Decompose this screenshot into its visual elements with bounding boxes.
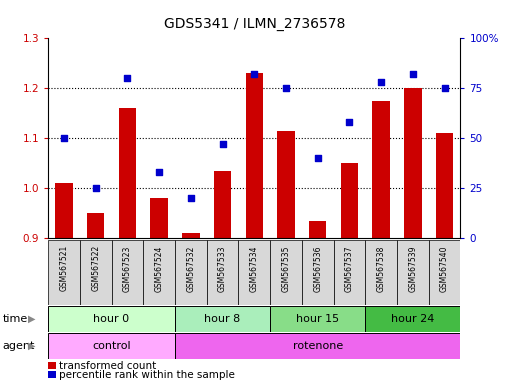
Text: time: time bbox=[3, 314, 28, 324]
Point bbox=[281, 85, 289, 91]
Bar bbox=[150, 198, 168, 238]
Text: GSM567535: GSM567535 bbox=[281, 245, 290, 292]
Text: GSM567533: GSM567533 bbox=[218, 245, 227, 292]
Text: GSM567538: GSM567538 bbox=[376, 245, 385, 291]
Text: GSM567537: GSM567537 bbox=[344, 245, 353, 292]
Bar bbox=[48, 306, 175, 332]
Bar bbox=[365, 306, 460, 332]
Text: control: control bbox=[92, 341, 131, 351]
Text: GSM567522: GSM567522 bbox=[91, 245, 100, 291]
Point bbox=[186, 195, 194, 201]
Bar bbox=[372, 101, 389, 238]
Bar bbox=[55, 183, 73, 238]
Text: hour 0: hour 0 bbox=[93, 314, 129, 324]
Bar bbox=[333, 240, 365, 305]
Text: GSM567521: GSM567521 bbox=[59, 245, 68, 291]
Text: agent: agent bbox=[3, 341, 35, 351]
Text: GDS5341 / ILMN_2736578: GDS5341 / ILMN_2736578 bbox=[163, 17, 344, 31]
Bar bbox=[175, 306, 270, 332]
Point bbox=[313, 155, 321, 161]
Text: rotenone: rotenone bbox=[292, 341, 342, 351]
Bar bbox=[365, 240, 396, 305]
Bar bbox=[175, 333, 460, 359]
Bar bbox=[396, 240, 428, 305]
Point bbox=[155, 169, 163, 175]
Text: ▶: ▶ bbox=[28, 314, 35, 324]
Bar bbox=[270, 306, 365, 332]
Text: GSM567539: GSM567539 bbox=[408, 245, 417, 292]
Bar bbox=[175, 240, 206, 305]
Point bbox=[250, 71, 258, 78]
Bar bbox=[238, 240, 270, 305]
Bar bbox=[340, 163, 358, 238]
Text: GSM567524: GSM567524 bbox=[155, 245, 163, 291]
Point bbox=[345, 119, 353, 125]
Bar bbox=[309, 220, 326, 238]
Text: GSM567523: GSM567523 bbox=[123, 245, 132, 291]
Point bbox=[60, 135, 68, 141]
Text: GSM567540: GSM567540 bbox=[439, 245, 448, 292]
Point bbox=[91, 185, 99, 191]
Bar bbox=[87, 213, 104, 238]
Point bbox=[376, 79, 384, 85]
Bar bbox=[118, 108, 136, 238]
Point bbox=[123, 75, 131, 81]
Text: hour 24: hour 24 bbox=[390, 314, 434, 324]
Bar bbox=[143, 240, 175, 305]
Bar bbox=[48, 240, 80, 305]
Point bbox=[218, 141, 226, 147]
Text: GSM567534: GSM567534 bbox=[249, 245, 258, 292]
Bar bbox=[277, 131, 294, 238]
Text: GSM567536: GSM567536 bbox=[313, 245, 322, 292]
Bar bbox=[403, 88, 421, 238]
Text: GSM567532: GSM567532 bbox=[186, 245, 195, 291]
Bar bbox=[428, 240, 460, 305]
Bar bbox=[245, 73, 263, 238]
Point bbox=[440, 85, 448, 91]
Bar bbox=[206, 240, 238, 305]
Bar bbox=[80, 240, 111, 305]
Text: hour 15: hour 15 bbox=[295, 314, 338, 324]
Bar bbox=[301, 240, 333, 305]
Text: hour 8: hour 8 bbox=[204, 314, 240, 324]
Bar bbox=[111, 240, 143, 305]
Text: transformed count: transformed count bbox=[59, 361, 156, 371]
Bar bbox=[214, 171, 231, 238]
Text: percentile rank within the sample: percentile rank within the sample bbox=[59, 370, 235, 380]
Bar bbox=[435, 133, 452, 238]
Bar bbox=[48, 333, 175, 359]
Point bbox=[408, 71, 416, 78]
Bar bbox=[182, 233, 199, 238]
Text: ▶: ▶ bbox=[28, 341, 35, 351]
Bar bbox=[270, 240, 301, 305]
